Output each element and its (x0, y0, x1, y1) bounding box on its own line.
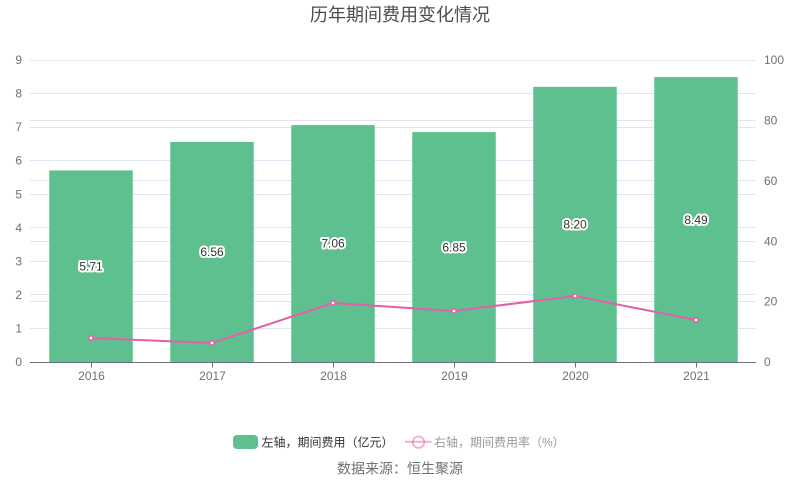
svg-text:2020: 2020 (562, 369, 589, 383)
svg-text:数据来源：恒生聚源: 数据来源：恒生聚源 (337, 461, 463, 477)
svg-text:60: 60 (764, 174, 778, 188)
svg-text:8.20: 8.20 (563, 218, 587, 232)
svg-text:2019: 2019 (441, 369, 468, 383)
svg-text:6.56: 6.56 (200, 245, 224, 259)
svg-text:4: 4 (15, 221, 22, 235)
svg-text:2: 2 (15, 288, 22, 302)
svg-text:80: 80 (764, 114, 778, 128)
svg-text:7.06: 7.06 (321, 237, 345, 251)
svg-text:9: 9 (15, 53, 22, 67)
svg-text:100: 100 (764, 53, 784, 67)
svg-text:0: 0 (764, 355, 771, 369)
svg-text:5.71: 5.71 (79, 259, 103, 273)
svg-text:40: 40 (764, 235, 778, 249)
svg-text:8: 8 (15, 87, 22, 101)
svg-text:8.49: 8.49 (684, 213, 708, 227)
svg-text:6.85: 6.85 (442, 240, 466, 254)
svg-text:历年期间费用变化情况: 历年期间费用变化情况 (310, 5, 490, 25)
svg-text:2021: 2021 (683, 369, 710, 383)
svg-text:3: 3 (15, 255, 22, 269)
svg-text:20: 20 (764, 295, 778, 309)
svg-text:7: 7 (15, 120, 22, 134)
svg-text:右轴，期间费用率（%）: 右轴，期间费用率（%） (434, 435, 565, 450)
svg-text:0: 0 (15, 355, 22, 369)
svg-text:2017: 2017 (199, 369, 226, 383)
svg-text:1: 1 (15, 322, 22, 336)
svg-text:6: 6 (15, 154, 22, 168)
svg-text:5: 5 (15, 188, 22, 202)
svg-text:左轴，期间费用（亿元）: 左轴，期间费用（亿元） (262, 435, 394, 450)
svg-text:2016: 2016 (78, 369, 105, 383)
svg-text:2018: 2018 (320, 369, 347, 383)
